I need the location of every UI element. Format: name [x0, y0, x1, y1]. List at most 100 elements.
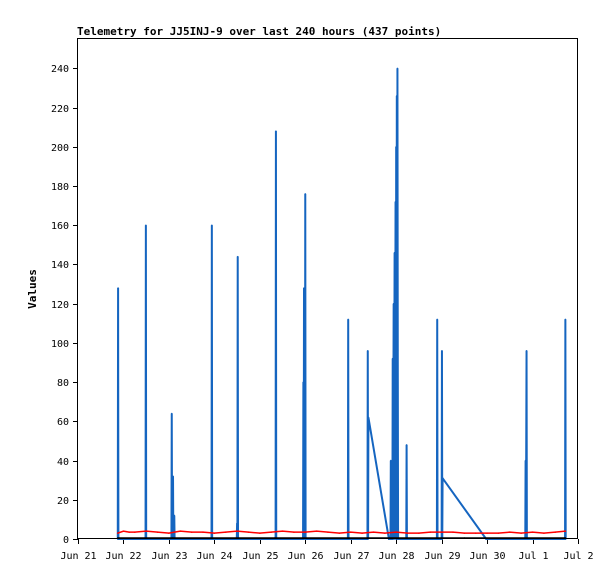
data-point	[384, 532, 386, 534]
data-point	[145, 530, 147, 532]
data-point	[327, 531, 329, 533]
data-point	[531, 531, 534, 533]
data-point	[293, 531, 295, 533]
series-1	[116, 530, 567, 534]
data-point	[156, 531, 159, 533]
x-tick-label: Jul 1	[518, 551, 548, 562]
data-point	[396, 95, 398, 97]
series-0	[116, 67, 567, 540]
data-point	[497, 532, 500, 534]
data-point	[213, 532, 216, 534]
data-point	[564, 530, 567, 532]
data-point	[236, 530, 238, 532]
data-point	[270, 531, 272, 533]
y-tick-label: 140	[51, 260, 69, 271]
data-point	[179, 530, 182, 532]
plot-frame	[77, 38, 578, 539]
x-tick-label: Jun 21	[60, 551, 96, 562]
data-point	[302, 381, 305, 383]
data-point	[509, 531, 511, 533]
data-point	[349, 531, 352, 533]
series-layer	[116, 67, 567, 540]
data-point	[347, 318, 350, 321]
x-tick-label: Jun 28	[378, 551, 414, 562]
data-point	[405, 444, 408, 446]
series-line	[117, 530, 566, 534]
data-point	[524, 459, 527, 462]
y-tick-label: 160	[51, 221, 69, 232]
x-tick-label: Jun 30	[469, 551, 505, 562]
data-point	[554, 531, 557, 533]
data-point	[525, 349, 528, 352]
data-point	[564, 318, 567, 321]
x-tick-label: Jun 24	[196, 551, 232, 562]
y-tick-label: 80	[57, 378, 69, 389]
y-tick-label: 0	[63, 535, 69, 546]
data-point	[315, 530, 318, 532]
data-point	[391, 357, 394, 360]
data-point	[395, 531, 397, 533]
data-point	[406, 532, 409, 534]
data-point	[396, 67, 399, 70]
data-point	[190, 531, 193, 533]
data-point	[172, 475, 174, 478]
y-tick-label: 220	[51, 104, 69, 115]
data-point	[236, 522, 238, 525]
x-tick-label: Jun 25	[242, 551, 278, 562]
data-point	[366, 349, 369, 352]
data-point	[304, 531, 307, 533]
data-point	[361, 532, 363, 534]
data-point	[441, 349, 443, 352]
data-point	[395, 146, 397, 148]
data-point	[394, 200, 397, 203]
data-point	[390, 459, 392, 462]
x-tick-label: Jun 27	[333, 551, 369, 562]
data-point	[247, 531, 250, 533]
y-tick-label: 40	[57, 457, 69, 468]
x-axis-ticks: Jun 21 Jun 22 Jun 23 Jun 24 Jun 25 Jun 26 Jun …	[60, 539, 594, 562]
x-tick-label: Jul 2	[563, 551, 593, 562]
data-point	[281, 530, 284, 532]
y-tick-label: 240	[51, 64, 69, 75]
x-tick-label: Jun 23	[151, 551, 187, 562]
data-point	[145, 224, 147, 227]
data-point	[211, 224, 213, 227]
data-point	[303, 287, 305, 289]
data-point	[543, 532, 545, 534]
series-line	[116, 68, 567, 540]
data-point	[202, 531, 204, 533]
data-point	[117, 287, 119, 289]
data-point	[418, 532, 420, 534]
data-point	[275, 130, 277, 132]
y-tick-label: 20	[57, 496, 69, 507]
data-point	[520, 532, 522, 534]
x-tick-label: Jun 26	[287, 551, 323, 562]
data-point	[441, 477, 444, 480]
data-point	[338, 532, 341, 534]
data-point	[367, 416, 370, 419]
data-point	[440, 531, 443, 533]
data-point	[224, 531, 227, 533]
data-point	[452, 531, 454, 533]
data-point	[396, 349, 399, 352]
data-point	[173, 514, 176, 517]
y-axis-label: Values	[26, 269, 39, 309]
y-tick-label: 200	[51, 143, 69, 154]
y-axis-ticks: 0 20 40 60 80 100 120 140 160 180 200 220 240	[51, 64, 78, 546]
data-point	[392, 302, 395, 305]
data-point	[134, 531, 136, 533]
data-point	[170, 412, 173, 415]
y-tick-label: 100	[51, 339, 69, 350]
data-point	[372, 531, 375, 533]
data-point	[393, 251, 396, 254]
data-point	[303, 326, 306, 329]
data-point	[236, 255, 239, 258]
data-point	[128, 531, 130, 533]
data-point	[116, 532, 119, 534]
data-point	[429, 531, 432, 533]
y-tick-label: 180	[51, 182, 69, 193]
y-tick-label: 60	[57, 417, 69, 428]
data-point	[486, 532, 488, 534]
data-point	[463, 532, 466, 534]
